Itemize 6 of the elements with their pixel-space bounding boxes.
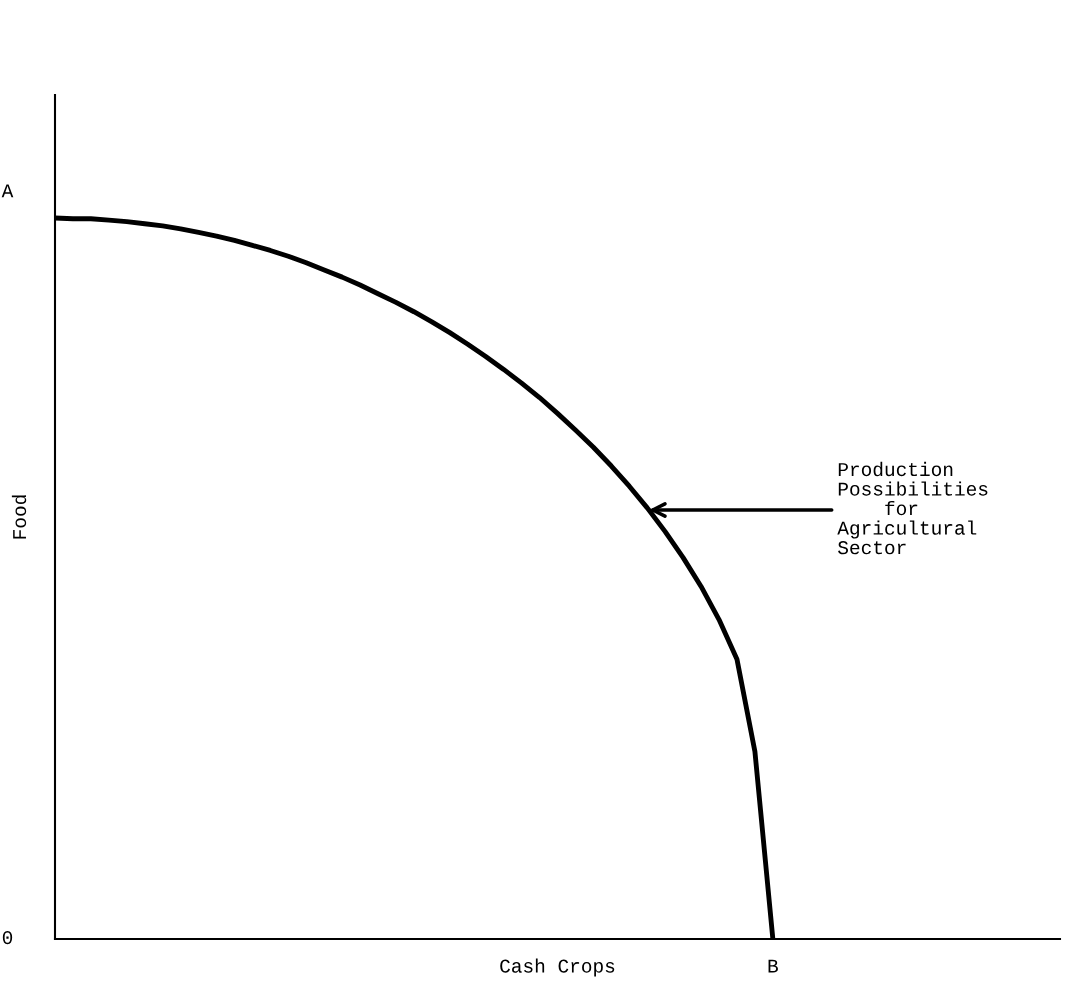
text: A [1,184,14,198]
y-axis-title: Food [11,495,27,539]
annotation: Production Possibilities for Agricultural Sector [837,461,988,555]
text: B [768,959,778,973]
text: 0 [2,931,13,945]
x-axis-title: Cash Crops [500,958,615,977]
